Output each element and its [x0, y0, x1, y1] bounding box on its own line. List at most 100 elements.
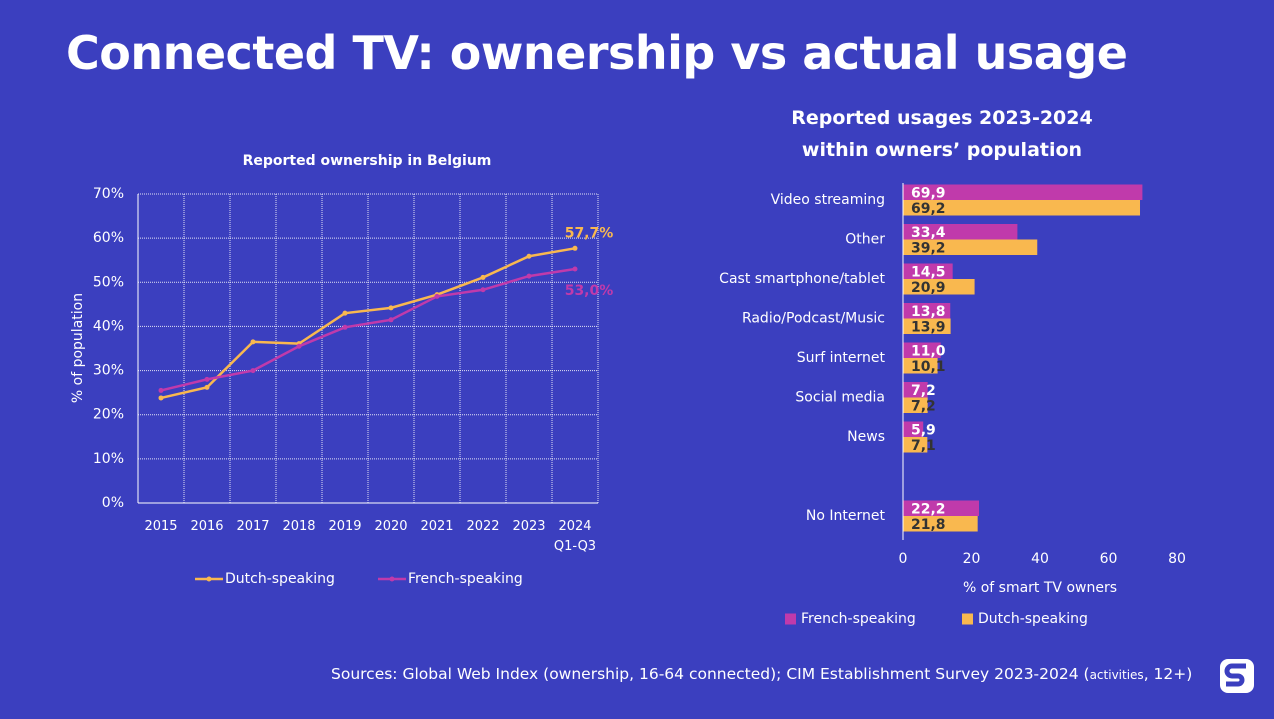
data-label: 5,9 [911, 422, 936, 438]
data-label: 13,9 [911, 319, 946, 335]
legend-marker [389, 576, 395, 582]
bar [903, 239, 1038, 255]
line-point [158, 387, 164, 393]
legend-label: Dutch-speaking [978, 611, 1088, 627]
x-tick-label: 2017 [236, 519, 270, 534]
footer-note: activities [1089, 668, 1144, 682]
x-tick-label: 2020 [374, 519, 408, 534]
y-tick-label: 70% [93, 186, 124, 202]
data-label: 7,1 [911, 438, 936, 454]
chart-title: Reported ownership in Belgium [243, 153, 492, 169]
y-tick-label: Cast smartphone/tablet [719, 271, 885, 287]
line-point [480, 287, 486, 293]
y-tick-label: No Internet [806, 508, 886, 524]
data-label: 22,2 [911, 501, 946, 517]
line-point [388, 317, 394, 323]
y-tick-label: News [847, 429, 885, 445]
line-point [204, 376, 210, 382]
line-series [160, 267, 576, 392]
data-label: 69,2 [911, 201, 946, 217]
footer: Sources: Global Web Index (ownership, 16… [331, 665, 1192, 683]
bar [903, 358, 938, 374]
y-tick-label: Radio/Podcast/Music [742, 311, 885, 327]
x-tick-label: 2015 [144, 519, 178, 534]
line-point [158, 395, 164, 401]
footer-end: , 12+) [1143, 665, 1193, 683]
x-tick-label: 2022 [466, 519, 500, 534]
bar [903, 437, 928, 453]
x-tick-label: 0 [899, 551, 908, 567]
line-series [160, 247, 576, 400]
bar [903, 397, 928, 413]
bar [903, 224, 1018, 240]
x-tick-label: 2016 [190, 519, 224, 534]
legend-label: Dutch-speaking [225, 571, 335, 587]
data-label: 7,2 [911, 383, 936, 399]
line-point [480, 274, 486, 280]
bar [903, 184, 1143, 200]
logo [1220, 659, 1254, 693]
data-label: 7,2 [911, 398, 936, 414]
y-tick-label: 60% [93, 230, 124, 246]
legend-swatch [962, 613, 973, 625]
line-point [434, 293, 440, 299]
line-point [572, 266, 578, 272]
x-axis-label: % of smart TV owners [963, 580, 1117, 596]
bar [903, 318, 951, 334]
bar [903, 263, 953, 279]
x-tick-label: 2019 [328, 519, 362, 534]
line-point [388, 305, 394, 311]
data-label: 10,1 [911, 359, 946, 375]
x-tick-label: 2024 Q1-Q3 [553, 519, 597, 554]
data-label: 69,9 [911, 185, 946, 201]
y-tick-label: 30% [93, 363, 124, 379]
legend-label: French-speaking [408, 571, 523, 587]
footer-sources: Sources: Global Web Index (ownership, 16… [331, 665, 1090, 683]
bar [903, 500, 980, 516]
line-point [526, 253, 532, 259]
bar [903, 303, 951, 319]
y-tick-label: 0% [102, 495, 124, 511]
legend-swatch [785, 613, 796, 625]
bar [903, 342, 941, 358]
y-tick-label: 10% [93, 451, 124, 467]
chart-title: Reported usages 2023-2024 within owners’… [791, 107, 1093, 161]
line-point [526, 273, 532, 279]
line-point [342, 310, 348, 316]
main-title: Connected TV: ownership vs actual usage [66, 26, 1128, 80]
line-point [572, 245, 578, 251]
line-point [250, 339, 256, 345]
data-label: 33,4 [911, 225, 946, 241]
x-tick-label: 2021 [420, 519, 454, 534]
data-label: 39,2 [911, 240, 946, 256]
data-label: 20,9 [911, 280, 946, 296]
data-label: 53,0% [565, 283, 614, 299]
data-label: 13,8 [911, 304, 946, 320]
bar [903, 279, 975, 295]
y-tick-label: Surf internet [797, 350, 886, 366]
bar [903, 516, 978, 532]
x-tick-label: 20 [963, 551, 981, 567]
bar [903, 421, 924, 437]
x-tick-label: 40 [1031, 551, 1049, 567]
bar [903, 382, 928, 398]
x-tick-label: 60 [1100, 551, 1118, 567]
y-tick-label: 50% [93, 274, 124, 290]
line-point [250, 368, 256, 374]
data-label: 14,5 [911, 264, 946, 280]
line-point [296, 343, 302, 349]
data-label: 21,8 [911, 517, 946, 533]
y-tick-label: 40% [93, 318, 124, 334]
line-point [342, 324, 348, 330]
y-tick-label: 20% [93, 407, 124, 423]
legend-marker [206, 576, 212, 582]
data-label: 11,0 [911, 343, 946, 359]
line-point [204, 384, 210, 390]
y-tick-label: Other [845, 232, 885, 248]
y-axis-label: % of population [70, 293, 86, 403]
y-tick-label: Video streaming [771, 192, 885, 208]
legend-label: French-speaking [801, 611, 916, 627]
